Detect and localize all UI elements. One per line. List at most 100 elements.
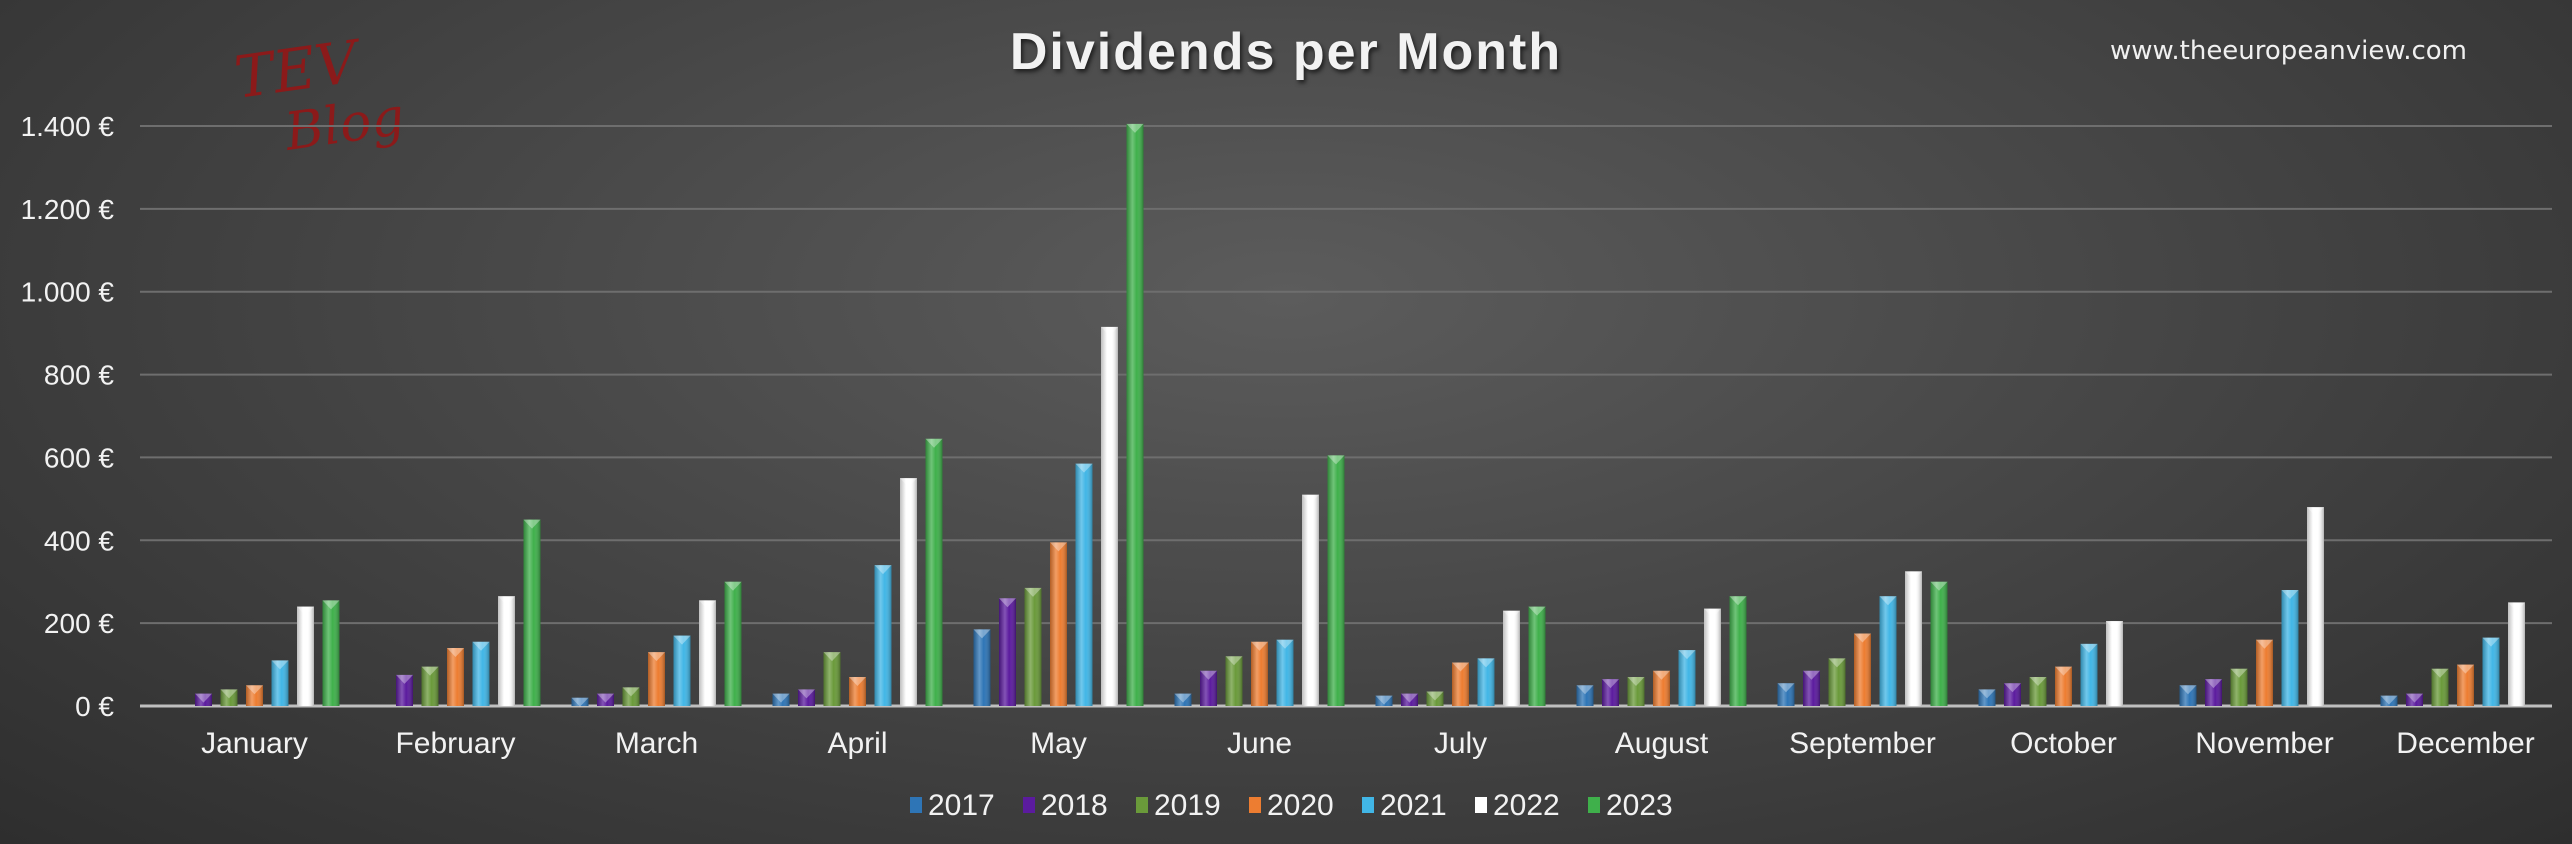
legend-item-2020: 2020 xyxy=(1249,789,1334,822)
bar-shading xyxy=(798,689,815,706)
bar-shading xyxy=(2179,685,2197,706)
bar-shading xyxy=(1879,596,1897,706)
bar-cap xyxy=(297,606,314,616)
bar-cap xyxy=(724,581,742,591)
bar-cap xyxy=(2230,668,2248,678)
bar-shading xyxy=(1627,677,1645,706)
bar-shading xyxy=(1174,693,1192,706)
bar-2023-january xyxy=(322,600,340,706)
bar-2019-december xyxy=(2431,668,2449,706)
bar-shading xyxy=(1075,463,1093,706)
bar-2023-march xyxy=(724,581,742,706)
bar-2017-april xyxy=(772,693,790,706)
bar-cap xyxy=(1503,610,1520,620)
bar-cap xyxy=(1174,693,1192,703)
x-tick-label-june: June xyxy=(1227,727,1292,760)
bar-2022-march xyxy=(699,600,716,706)
bar-2019-february xyxy=(421,666,439,706)
bar-cap xyxy=(1653,670,1670,680)
bar-2021-march xyxy=(673,635,691,706)
bar-cap xyxy=(2406,693,2423,703)
bar-cap xyxy=(1477,658,1495,668)
bar-cap xyxy=(1126,123,1144,133)
bar-shading xyxy=(1327,455,1345,706)
bar-cap xyxy=(597,693,614,703)
y-tick-label: 200 € xyxy=(44,608,114,639)
bar-2021-may xyxy=(1075,463,1093,706)
bar-shading xyxy=(571,697,589,706)
legend-label: 2019 xyxy=(1154,789,1221,822)
bar-cap xyxy=(1452,662,1469,672)
bar-2019-january xyxy=(220,689,238,706)
bar-cap xyxy=(874,565,892,575)
bar-2020-july xyxy=(1452,662,1469,706)
bar-cap xyxy=(1678,650,1696,660)
bar-cap xyxy=(1251,641,1268,651)
bar-cap xyxy=(648,652,665,662)
bar-shading xyxy=(2004,683,2021,706)
bar-2022-february xyxy=(498,596,515,706)
x-tick-label-february: February xyxy=(395,727,515,760)
x-tick-label-march: March xyxy=(615,727,698,760)
bar-shading xyxy=(1854,633,1871,706)
bar-2020-june xyxy=(1251,641,1268,706)
bar-cap xyxy=(195,693,212,703)
bar-shading xyxy=(2457,664,2474,706)
x-tick-label-october: October xyxy=(2010,727,2117,760)
x-tick-label-may: May xyxy=(1030,727,1087,760)
legend-item-2019: 2019 xyxy=(1136,789,1221,822)
x-tick-label-august: August xyxy=(1615,727,1709,760)
bar-shading xyxy=(271,660,289,706)
bar-2020-november xyxy=(2256,639,2273,706)
bar-shading xyxy=(1401,693,1418,706)
bar-2018-september xyxy=(1803,670,1820,706)
bar-cap xyxy=(523,519,541,529)
bar-2021-april xyxy=(874,565,892,706)
bar-shading xyxy=(297,606,314,706)
bar-shading xyxy=(900,478,917,706)
bar-2020-january xyxy=(246,685,263,706)
bar-2023-april xyxy=(925,438,943,706)
legend-swatch xyxy=(1136,797,1148,813)
bar-2021-november xyxy=(2281,590,2299,706)
bar-cap xyxy=(1803,670,1820,680)
site-url: www.theeuropeanview.com xyxy=(2109,36,2467,66)
x-tick-label-november: November xyxy=(2195,727,2333,760)
bar-shading xyxy=(2307,507,2324,706)
grid-lines xyxy=(140,125,2552,708)
bar-2021-july xyxy=(1477,658,1495,706)
bar-shading xyxy=(1828,658,1846,706)
bar-cap xyxy=(1276,639,1294,649)
bar-cap xyxy=(1777,683,1795,693)
bar-2019-july xyxy=(1426,691,1444,706)
bar-shading xyxy=(1803,670,1820,706)
bar-2018-april xyxy=(798,689,815,706)
bar-2021-august xyxy=(1678,650,1696,706)
y-tick-label: 1.200 € xyxy=(21,194,115,225)
bar-cap xyxy=(1978,689,1996,699)
bar-2019-march xyxy=(622,687,640,706)
bar-cap xyxy=(1375,695,1393,705)
bar-shading xyxy=(1276,639,1294,706)
bar-2022-june xyxy=(1302,494,1319,706)
bar-shading xyxy=(999,598,1016,706)
bar-shading xyxy=(421,666,439,706)
bar-shading xyxy=(1426,691,1444,706)
bar-cap xyxy=(1879,596,1897,606)
bar-2017-november xyxy=(2179,685,2197,706)
bar-shading xyxy=(772,693,790,706)
bar-shading xyxy=(1225,656,1243,706)
bar-2020-december xyxy=(2457,664,2474,706)
bar-cap xyxy=(2281,590,2299,599)
bar-shading xyxy=(622,687,640,706)
bar-2018-december xyxy=(2406,693,2423,706)
bar-2020-february xyxy=(447,648,464,706)
bar-2019-may xyxy=(1024,587,1042,706)
bar-cap xyxy=(2457,664,2474,674)
bar-shading xyxy=(322,600,340,706)
bar-cap xyxy=(2380,695,2398,705)
bar-2022-december xyxy=(2508,602,2525,706)
legend-swatch xyxy=(1588,797,1600,813)
x-tick-label-april: April xyxy=(827,727,887,760)
